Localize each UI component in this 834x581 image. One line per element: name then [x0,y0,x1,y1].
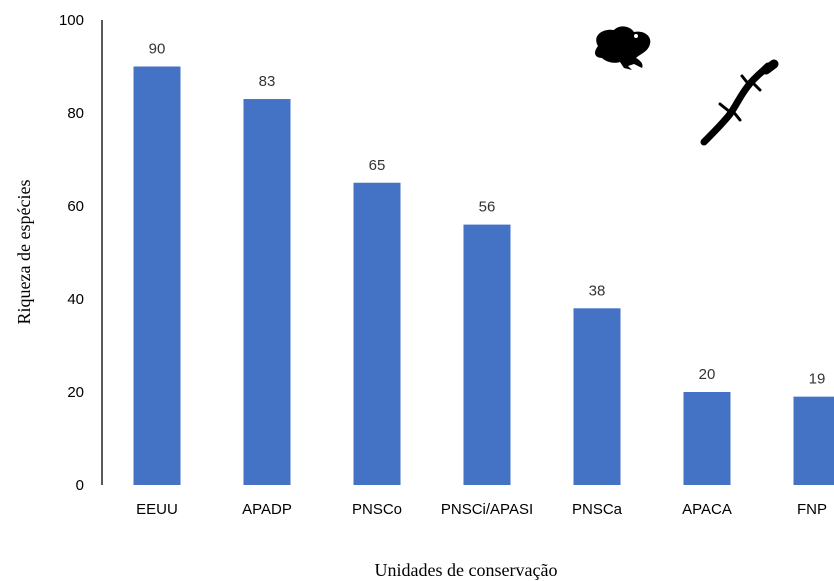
x-tick-label: EEUU [136,501,178,518]
x-tick-label: APACA [682,501,732,518]
bar [573,308,621,485]
data-label: 90 [149,41,166,58]
data-label: 83 [259,73,276,90]
y-tick-label: 100 [59,12,84,29]
data-label: 38 [589,282,606,299]
data-label: 20 [699,366,716,383]
bar [243,99,291,486]
y-axis-title: Riqueza de espécies [14,180,34,325]
data-label: 65 [369,157,386,174]
y-tick-label: 0 [76,477,84,494]
y-tick-label: 20 [67,384,84,401]
x-tick-label: APADP [242,501,292,518]
bar [463,224,511,485]
bar [683,392,731,485]
x-axis-title: Unidades de conservação [375,560,558,580]
bar [353,182,401,485]
x-tick-labels: EEUU APADP PNSCo PNSCi/APASI PNSCa APACA FNP [136,501,827,518]
y-tick-label: 80 [67,105,84,122]
y-tick-label: 40 [67,291,84,308]
x-tick-label: PNSCa [572,501,623,518]
bar [793,396,834,485]
data-labels: 90 83 65 56 38 20 19 [149,41,826,388]
x-tick-label: PNSCo [352,501,402,518]
frog-silhouette-icon [595,26,651,70]
x-tick-label: PNSCi/APASI [441,501,533,518]
bar [133,66,181,485]
data-label: 19 [809,371,826,388]
lizard-silhouette-icon [700,59,779,146]
x-tick-label: FNP [797,501,827,518]
y-tick-label: 60 [67,198,84,215]
bars [133,66,834,486]
data-label: 56 [479,199,496,216]
y-tick-labels: 0 20 40 60 80 100 [59,12,84,494]
